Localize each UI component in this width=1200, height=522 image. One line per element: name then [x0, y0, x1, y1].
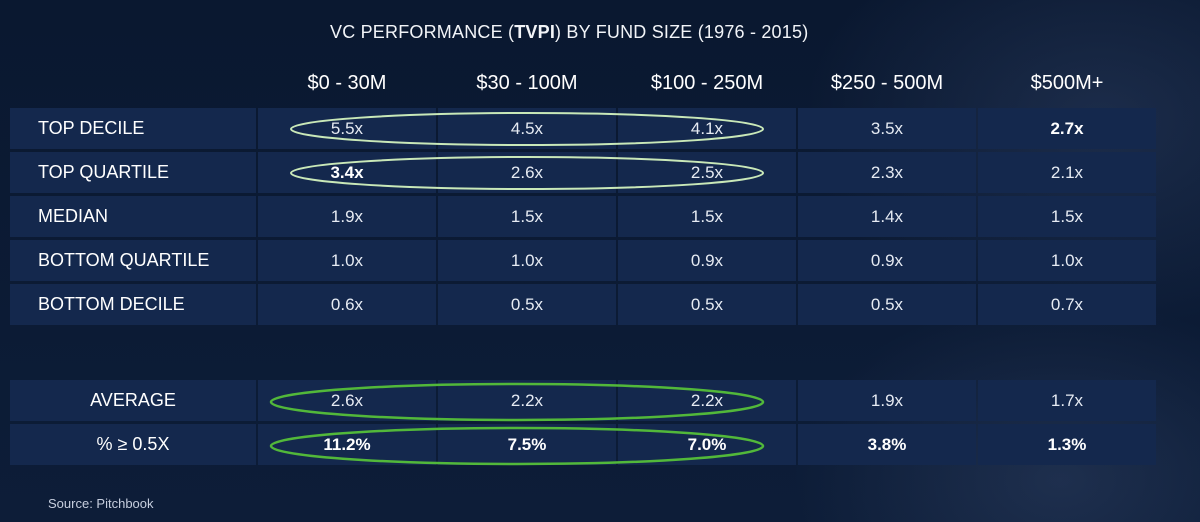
column-header: $500M+ [1030, 72, 1104, 94]
table-row: AVERAGE 2.6x 2.2x 2.2x 1.9x 1.7x [10, 380, 1160, 421]
table-cell: 1.5x [618, 196, 796, 237]
row-label: AVERAGE [10, 380, 256, 421]
table-cell: 1.4x [798, 196, 976, 237]
row-label: MEDIAN [10, 196, 256, 237]
table-cell: 2.6x [258, 380, 436, 421]
table-cell: 0.9x [798, 240, 976, 281]
table-row: BOTTOM QUARTILE 1.0x 1.0x 0.9x 0.9x 1.0x [10, 240, 1160, 281]
table-cell: 0.5x [618, 284, 796, 325]
column-header: $250 - 500M [830, 72, 944, 94]
table-cell: 0.7x [978, 284, 1156, 325]
row-label: TOP DECILE [10, 108, 256, 149]
table-row: % ≥ 0.5X 11.2% 7.5% 7.0% 3.8% 1.3% [10, 424, 1160, 465]
table-cell: 1.3% [978, 424, 1156, 465]
table-cell: 2.6x [438, 152, 616, 193]
table-cell: 0.6x [258, 284, 436, 325]
title-bold-term: TVPI [514, 22, 556, 42]
table-cell: 1.9x [258, 196, 436, 237]
table-cell: 7.5% [438, 424, 616, 465]
chart-title: VC PERFORMANCE (TVPI) BY FUND SIZE (1976… [330, 22, 809, 42]
table-cell: 2.7x [978, 108, 1156, 149]
table-cell: 2.1x [978, 152, 1156, 193]
source-note: Source: Pitchbook [48, 496, 154, 511]
row-label: TOP QUARTILE [10, 152, 256, 193]
table-cell: 2.2x [618, 380, 796, 421]
column-header: $0 - 30M [307, 72, 387, 94]
table-cell: 1.0x [438, 240, 616, 281]
table-cell: 3.5x [798, 108, 976, 149]
table-cell: 1.5x [978, 196, 1156, 237]
table-cell: 2.5x [618, 152, 796, 193]
table-cell: 3.4x [258, 152, 436, 193]
column-header: $100 - 250M [650, 72, 764, 94]
table-row: TOP QUARTILE 3.4x 2.6x 2.5x 2.3x 2.1x [10, 152, 1160, 193]
table-cell: 0.9x [618, 240, 796, 281]
table-row: MEDIAN 1.9x 1.5x 1.5x 1.4x 1.5x [10, 196, 1160, 237]
row-label: BOTTOM DECILE [10, 284, 256, 325]
table-row: BOTTOM DECILE 0.6x 0.5x 0.5x 0.5x 0.7x [10, 284, 1160, 325]
table-cell: 2.3x [798, 152, 976, 193]
table-cell: 11.2% [258, 424, 436, 465]
table-cell: 0.5x [798, 284, 976, 325]
table-cell: 1.9x [798, 380, 976, 421]
row-label: BOTTOM QUARTILE [10, 240, 256, 281]
table-cell: 1.0x [978, 240, 1156, 281]
table-cell: 1.0x [258, 240, 436, 281]
table-cell: 4.5x [438, 108, 616, 149]
table-cell: 3.8% [798, 424, 976, 465]
table-row: TOP DECILE 5.5x 4.5x 4.1x 3.5x 2.7x [10, 108, 1160, 149]
row-label: % ≥ 0.5X [10, 424, 256, 465]
table-cell: 5.5x [258, 108, 436, 149]
table-cell: 1.5x [438, 196, 616, 237]
table-cell: 2.2x [438, 380, 616, 421]
table-cell: 4.1x [618, 108, 796, 149]
table-cell: 1.7x [978, 380, 1156, 421]
table-cell: 0.5x [438, 284, 616, 325]
column-header: $30 - 100M [476, 72, 578, 94]
table-cell: 7.0% [618, 424, 796, 465]
